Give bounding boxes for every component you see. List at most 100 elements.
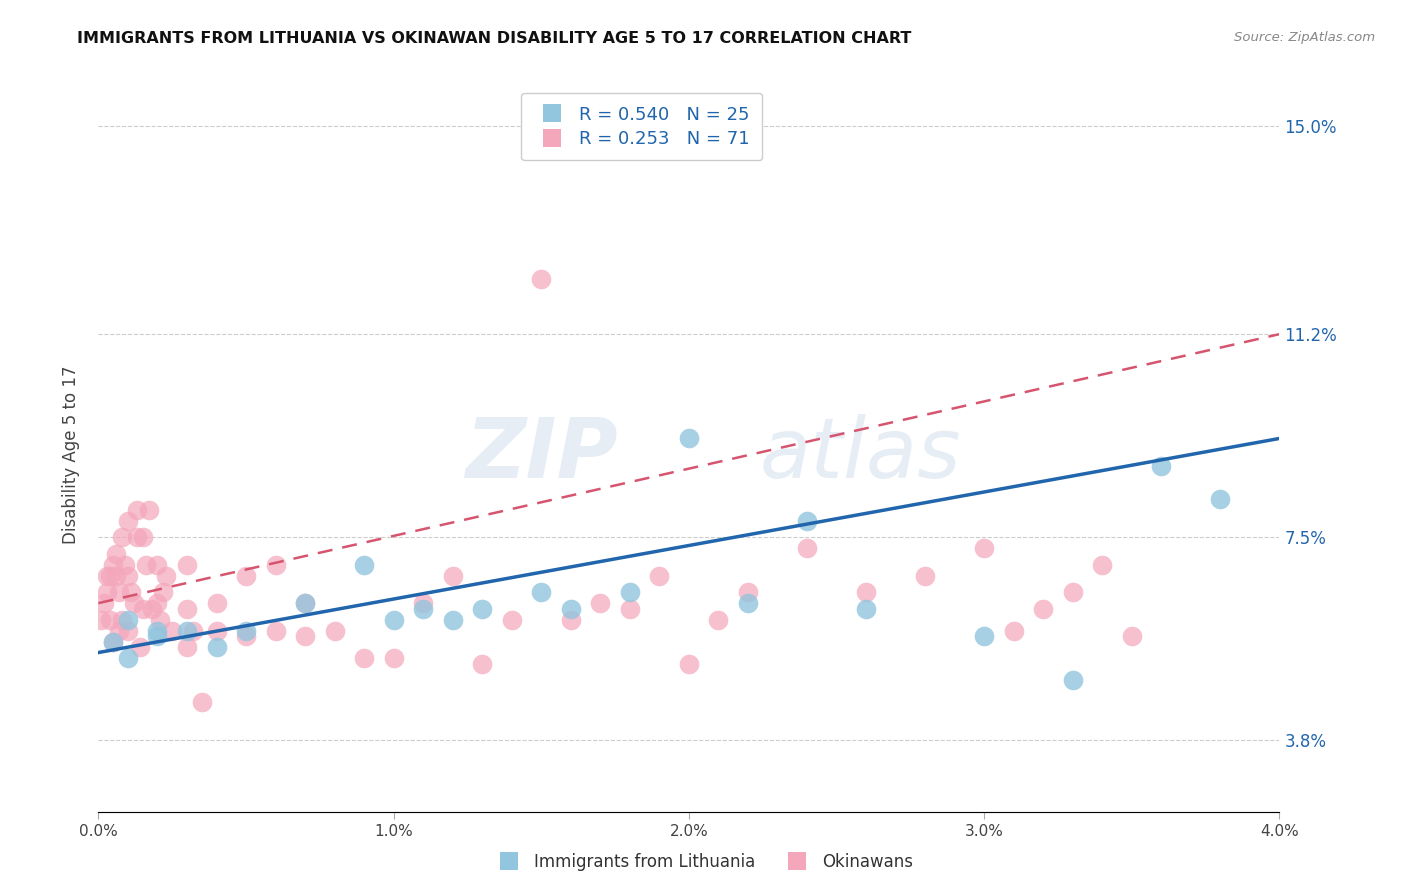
Point	[181, 624, 204, 638]
Point	[114, 558, 136, 572]
Point	[205, 640, 228, 654]
Point	[146, 629, 169, 643]
Point	[678, 432, 700, 446]
Point	[973, 541, 995, 556]
Text: IMMIGRANTS FROM LITHUANIA VS OKINAWAN DISABILITY AGE 5 TO 17 CORRELATION CHART: IMMIGRANTS FROM LITHUANIA VS OKINAWAN DI…	[77, 31, 911, 46]
Point	[103, 558, 125, 572]
Point	[264, 558, 287, 572]
Point	[117, 568, 139, 582]
Point	[619, 585, 641, 599]
Point	[108, 585, 131, 599]
Point	[353, 651, 375, 665]
Point	[125, 503, 148, 517]
Point	[589, 596, 612, 610]
Point	[353, 558, 375, 572]
Point	[93, 596, 115, 610]
Point	[146, 558, 169, 572]
Point	[235, 624, 257, 638]
Point	[737, 585, 759, 599]
Point	[619, 601, 641, 615]
Point	[191, 695, 214, 709]
Point	[117, 624, 139, 638]
Point	[678, 657, 700, 671]
Point	[128, 640, 150, 654]
Point	[141, 601, 163, 615]
Point	[530, 272, 553, 286]
Point	[98, 568, 121, 582]
Point	[1121, 629, 1143, 643]
Point	[96, 585, 118, 599]
Point	[737, 596, 759, 610]
Point	[412, 596, 434, 610]
Point	[382, 651, 405, 665]
Point	[441, 613, 464, 627]
Point	[117, 613, 139, 627]
Point	[138, 503, 160, 517]
Point	[1091, 558, 1114, 572]
Point	[796, 541, 818, 556]
Point	[105, 547, 128, 561]
Point	[176, 601, 198, 615]
Point	[471, 657, 494, 671]
Point	[125, 530, 148, 544]
Point	[117, 514, 139, 528]
Point	[294, 596, 316, 610]
Point	[98, 613, 121, 627]
Point	[176, 558, 198, 572]
Point	[235, 568, 257, 582]
Point	[323, 624, 346, 638]
Point	[501, 613, 523, 627]
Point	[1002, 624, 1025, 638]
Point	[96, 568, 118, 582]
Point	[382, 613, 405, 627]
Point	[146, 596, 169, 610]
Point	[264, 624, 287, 638]
Point	[648, 568, 671, 582]
Point	[155, 568, 177, 582]
Point	[132, 530, 155, 544]
Point	[149, 613, 172, 627]
Point	[90, 613, 112, 627]
Point	[235, 629, 257, 643]
Point	[1062, 673, 1084, 687]
Point	[176, 624, 198, 638]
Point	[1062, 585, 1084, 599]
Point	[117, 651, 139, 665]
Point	[146, 624, 169, 638]
Point	[914, 568, 936, 582]
Text: ZIP: ZIP	[465, 415, 619, 495]
Point	[105, 568, 128, 582]
Point	[560, 601, 582, 615]
Point	[162, 624, 183, 638]
Point	[176, 640, 198, 654]
Point	[855, 601, 877, 615]
Point	[108, 624, 131, 638]
Point	[122, 596, 145, 610]
Point	[471, 601, 494, 615]
Point	[103, 634, 125, 648]
Point	[294, 629, 316, 643]
Point	[103, 634, 125, 648]
Y-axis label: Disability Age 5 to 17: Disability Age 5 to 17	[62, 366, 80, 544]
Legend: Immigrants from Lithuania, Okinawans: Immigrants from Lithuania, Okinawans	[485, 845, 921, 880]
Text: atlas: atlas	[759, 415, 962, 495]
Legend: R = 0.540   N = 25, R = 0.253   N = 71: R = 0.540 N = 25, R = 0.253 N = 71	[522, 93, 762, 161]
Point	[707, 613, 730, 627]
Point	[855, 585, 877, 599]
Text: Source: ZipAtlas.com: Source: ZipAtlas.com	[1234, 31, 1375, 45]
Point	[205, 624, 228, 638]
Point	[111, 530, 134, 544]
Point	[1150, 458, 1173, 473]
Point	[111, 613, 134, 627]
Point	[294, 596, 316, 610]
Point	[412, 601, 434, 615]
Point	[1209, 491, 1232, 506]
Point	[973, 629, 995, 643]
Point	[796, 514, 818, 528]
Point	[1032, 601, 1054, 615]
Point	[560, 613, 582, 627]
Point	[205, 596, 228, 610]
Point	[441, 568, 464, 582]
Point	[135, 558, 157, 572]
Point	[120, 585, 142, 599]
